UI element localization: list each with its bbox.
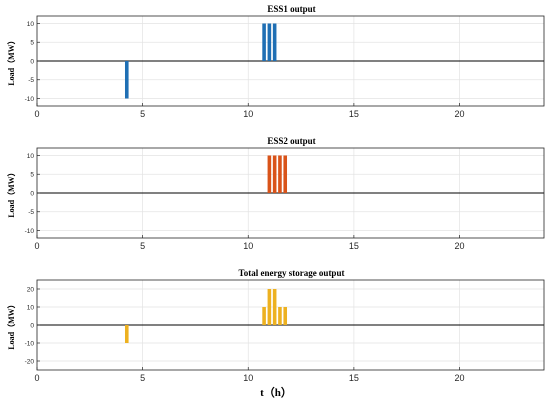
x-tick-label: 10	[243, 109, 253, 119]
bar	[267, 289, 272, 325]
x-tick-label: 10	[243, 241, 253, 251]
y-tick-label: -10	[25, 96, 35, 103]
x-tick-label: 20	[454, 373, 464, 383]
bar	[272, 155, 277, 193]
x-tick-label: 20	[454, 241, 464, 251]
bar	[262, 307, 266, 325]
y-tick-label: -20	[25, 358, 35, 365]
y-tick-label: -5	[28, 77, 34, 84]
y-axis-label: Load（MW）	[6, 36, 16, 85]
bar	[267, 155, 272, 193]
x-tick-label: 15	[349, 373, 359, 383]
y-tick-label: -10	[25, 340, 35, 347]
bar	[283, 155, 288, 193]
chart-panel-2: 0 5 10 15 20 -10 -5 0 5 10 ESS2 output Load（MW）	[6, 136, 545, 251]
bar	[272, 289, 277, 325]
bar	[283, 307, 288, 325]
y-tick-label: 20	[27, 286, 35, 293]
x-tick-label: 15	[349, 109, 359, 119]
chart-panel-3: 0 5 10 15 20 -20 -10 0 10 20 Total energy storage …	[6, 268, 545, 383]
y-tick-label: 10	[27, 21, 35, 28]
y-axis-label: Load（MW）	[6, 168, 16, 217]
bar	[262, 23, 266, 61]
chart-title: Total energy storage output	[239, 268, 345, 278]
bar	[278, 155, 282, 193]
y-tick-label: 0	[30, 322, 34, 329]
y-tick-label: -10	[25, 228, 35, 235]
bar	[124, 61, 129, 99]
bar	[272, 23, 277, 61]
x-tick-label: 20	[454, 109, 464, 119]
x-tick-label: 5	[140, 109, 145, 119]
chart-panel-1: 0 5 10 15 20 -10 -5 0 5 10 ESS1 output Load（MW）	[6, 4, 545, 119]
y-tick-label: 5	[30, 172, 34, 179]
bar	[124, 325, 129, 343]
bar	[278, 307, 282, 325]
y-tick-label: 10	[27, 304, 35, 311]
chart-title: ESS1 output	[267, 4, 315, 14]
bar	[267, 23, 272, 61]
x-tick-label: 5	[140, 241, 145, 251]
y-tick-label: 0	[30, 190, 34, 197]
x-tick-label: 5	[140, 373, 145, 383]
x-tick-label: 0	[34, 241, 39, 251]
y-tick-label: 5	[30, 40, 34, 47]
y-tick-label: -5	[28, 209, 34, 216]
x-tick-label: 15	[349, 241, 359, 251]
x-axis-label: t（h）	[260, 386, 292, 399]
y-axis-label: Load（MW）	[6, 300, 16, 349]
y-tick-label: 0	[30, 58, 34, 65]
x-tick-label: 0	[34, 373, 39, 383]
y-tick-label: 10	[27, 153, 35, 160]
chart-title: ESS2 output	[267, 136, 315, 146]
x-tick-label: 0	[34, 109, 39, 119]
x-tick-label: 10	[243, 373, 253, 383]
